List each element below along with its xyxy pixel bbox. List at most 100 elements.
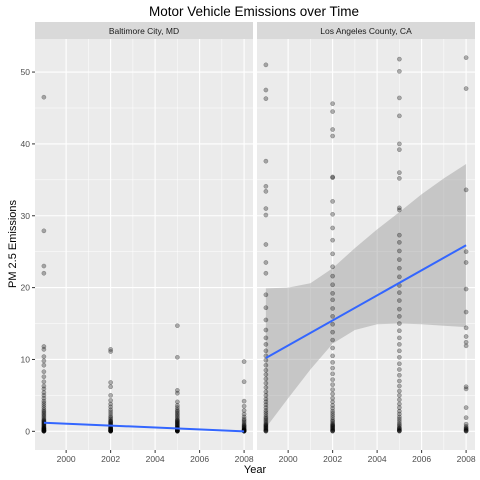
data-point <box>108 401 113 407</box>
data-point <box>263 188 269 194</box>
data-point <box>241 422 247 428</box>
data-point <box>397 422 402 428</box>
data-point <box>108 427 113 433</box>
data-point <box>330 415 335 421</box>
data-point <box>175 411 180 417</box>
trend-line <box>265 244 467 359</box>
data-point <box>263 412 269 418</box>
data-point <box>263 422 269 428</box>
data-point <box>330 345 335 351</box>
data-point <box>397 354 402 360</box>
confidence-band <box>265 164 467 428</box>
data-point <box>397 411 402 417</box>
data-point <box>330 423 335 428</box>
data-point <box>263 393 269 398</box>
data-point <box>175 417 180 423</box>
data-point <box>397 298 402 303</box>
data-point <box>330 273 335 279</box>
data-point <box>463 260 469 265</box>
data-point <box>263 342 269 347</box>
data-point <box>397 397 402 403</box>
data-point <box>330 306 335 311</box>
data-point <box>397 393 402 398</box>
data-point <box>263 327 269 333</box>
data-point <box>397 426 402 432</box>
data-point <box>263 414 269 420</box>
data-point <box>263 424 269 430</box>
data-point <box>263 428 269 433</box>
data-point <box>108 427 113 433</box>
strip-label-los-angeles: Los Angeles County, CA <box>320 26 412 36</box>
trend-baltimore <box>43 421 245 433</box>
data-point <box>263 427 269 433</box>
data-point <box>463 55 469 61</box>
data-point <box>330 425 335 431</box>
data-point <box>175 388 180 393</box>
x-tick-label: 2008 <box>457 454 476 464</box>
data-point <box>397 306 402 312</box>
data-point <box>463 384 469 390</box>
data-point <box>330 382 335 387</box>
data-point <box>397 232 402 238</box>
data-point <box>175 408 180 414</box>
data-point <box>330 329 335 335</box>
data-point <box>330 291 335 296</box>
data-point <box>41 228 47 234</box>
data-point <box>463 423 469 429</box>
data-point <box>263 158 269 164</box>
data-point <box>175 418 180 423</box>
data-point <box>397 428 402 434</box>
data-point <box>397 314 402 319</box>
data-point <box>397 425 402 431</box>
data-point <box>397 328 402 334</box>
data-point <box>41 426 47 432</box>
y-tick-label: 10 <box>21 354 31 364</box>
data-point <box>463 343 469 349</box>
data-point <box>41 270 47 276</box>
data-point <box>41 344 47 349</box>
data-point <box>397 428 402 434</box>
data-point <box>330 391 335 397</box>
data-point <box>330 387 335 392</box>
data-point <box>397 207 402 213</box>
points-baltimore <box>41 94 247 434</box>
x-axis-title: Year <box>244 464 267 476</box>
data-point <box>108 418 113 423</box>
data-point <box>108 428 113 434</box>
data-point <box>397 95 402 101</box>
data-point <box>397 68 402 74</box>
data-point <box>397 335 402 341</box>
data-point <box>330 411 335 416</box>
data-point <box>397 421 402 426</box>
data-point <box>263 206 269 211</box>
data-point <box>397 427 402 433</box>
data-point <box>108 416 113 422</box>
data-point <box>463 339 469 345</box>
data-point <box>330 420 335 426</box>
data-point <box>41 411 47 417</box>
data-point <box>263 212 269 218</box>
data-point <box>330 225 335 231</box>
data-point <box>241 414 247 420</box>
data-point <box>330 199 335 204</box>
data-point <box>41 426 47 432</box>
data-point <box>263 367 269 373</box>
data-point <box>41 427 47 433</box>
gridlines-los-angeles <box>257 39 475 450</box>
data-point <box>330 405 335 411</box>
data-point <box>175 413 180 418</box>
data-point <box>108 380 113 385</box>
data-point <box>263 426 269 432</box>
data-point <box>397 361 402 367</box>
data-point <box>41 408 47 414</box>
data-point <box>463 334 469 339</box>
data-point <box>263 96 269 101</box>
data-point <box>397 408 402 414</box>
data-point <box>330 377 335 382</box>
data-point <box>175 323 180 329</box>
data-point <box>330 417 335 423</box>
data-point <box>108 347 113 352</box>
data-point <box>463 309 469 315</box>
gridlines-baltimore <box>35 39 253 450</box>
data-point <box>330 175 335 181</box>
